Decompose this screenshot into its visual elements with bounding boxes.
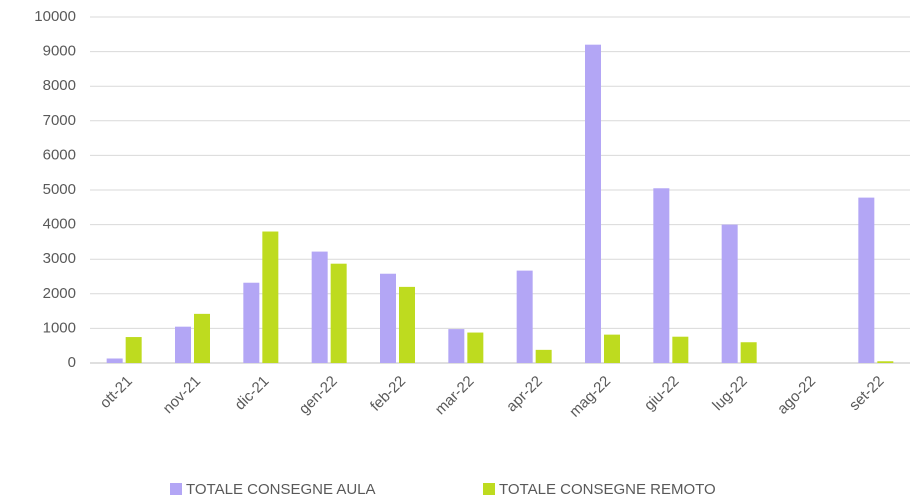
legend-swatch (170, 483, 182, 495)
legend-label: TOTALE CONSEGNE REMOTO (499, 481, 716, 498)
bar (262, 231, 279, 363)
bar (740, 342, 757, 363)
x-tick-label: nov-21 (160, 373, 204, 417)
x-tick-label: apr-22 (503, 373, 546, 416)
x-tick-label: ago-22 (774, 373, 819, 418)
bar (653, 188, 670, 363)
bar (311, 251, 328, 363)
bar (399, 286, 415, 363)
y-tick-label: 7000 (43, 112, 76, 129)
x-tick-label: gen-22 (296, 373, 341, 418)
y-tick-label: 2000 (43, 285, 76, 302)
x-tick-label: ott-21 (97, 373, 136, 412)
bar (125, 337, 142, 363)
bar (516, 270, 533, 363)
x-tick-label: lug-22 (709, 373, 751, 415)
x-tick-label: set-22 (846, 373, 888, 415)
bar (467, 332, 484, 363)
bar (106, 358, 123, 363)
y-tick-label: 3000 (43, 250, 76, 267)
bar (448, 329, 465, 363)
y-tick-label: 6000 (43, 146, 76, 163)
bar (535, 349, 552, 363)
x-tick-label: mar-22 (432, 373, 478, 419)
x-tick-label: mag-22 (566, 373, 614, 421)
bar (672, 336, 689, 363)
x-tick-label: dic-21 (232, 373, 273, 414)
y-tick-label: 1000 (43, 319, 76, 336)
x-tick-label: feb-22 (367, 373, 409, 415)
y-tick-label: 5000 (43, 181, 76, 198)
y-tick-label: 10000 (34, 8, 76, 25)
bar (721, 224, 738, 363)
y-tick-label: 9000 (43, 43, 76, 60)
bar (243, 282, 260, 363)
bar (380, 273, 396, 363)
bar (604, 334, 620, 363)
bar (330, 263, 347, 363)
bar (175, 326, 191, 363)
bar (877, 361, 894, 363)
bar (585, 44, 601, 364)
y-tick-label: 0 (68, 354, 76, 371)
legend-label: TOTALE CONSEGNE AULA (186, 481, 376, 498)
y-tick-label: 8000 (43, 77, 76, 94)
legend-swatch (483, 483, 495, 495)
x-tick-label: giu-22 (641, 373, 683, 415)
bar (194, 313, 210, 363)
bar (858, 197, 875, 363)
y-tick-label: 4000 (43, 216, 76, 233)
